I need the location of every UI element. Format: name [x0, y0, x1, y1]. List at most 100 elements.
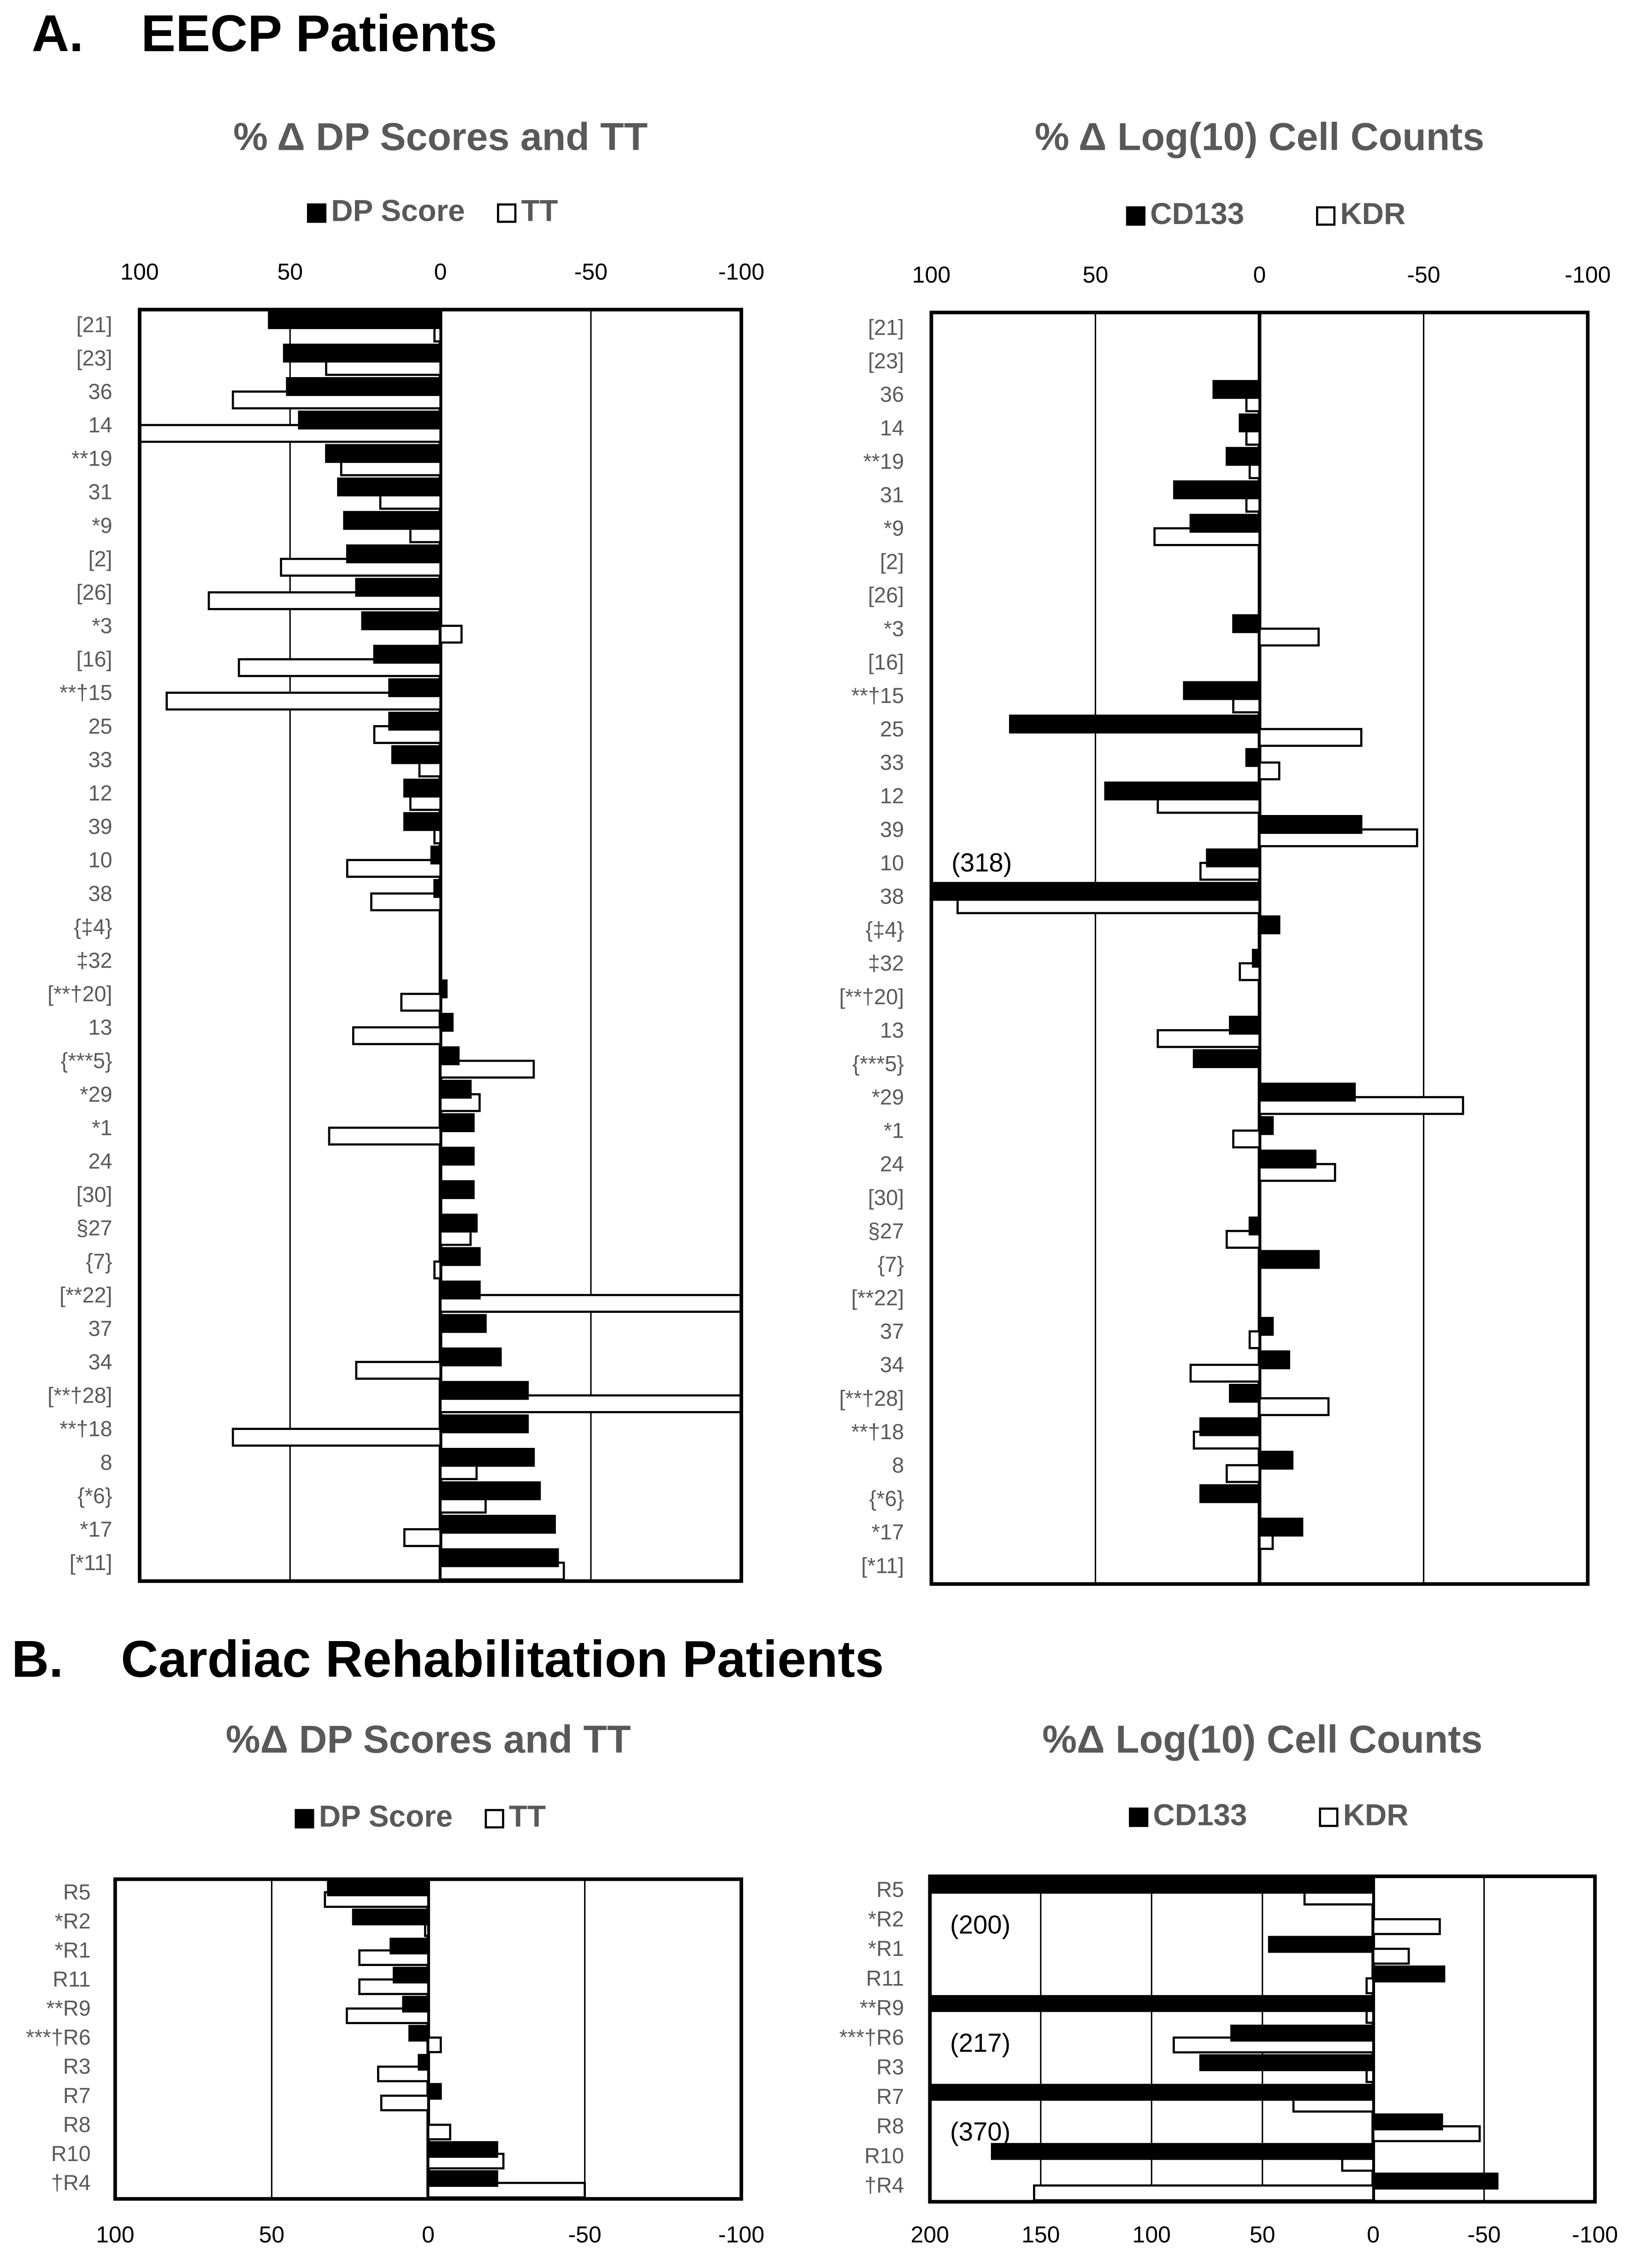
bar: [1372, 1965, 1446, 1983]
category-label: 31: [880, 483, 904, 507]
bar: [1199, 1484, 1261, 1503]
category-label: **19: [71, 447, 112, 471]
bar: [439, 1515, 556, 1534]
bar: [439, 625, 463, 644]
category-label: [30]: [868, 1186, 904, 1210]
bar: [1229, 1383, 1261, 1403]
bar: [439, 1146, 475, 1166]
bar: [1173, 480, 1261, 500]
bar: [286, 377, 442, 396]
bar: [427, 2123, 451, 2141]
category-label: 37: [880, 1319, 904, 1343]
x-tick-label: 50: [277, 259, 303, 285]
bar: [439, 1447, 535, 1467]
bar: [433, 879, 442, 898]
category-label: 33: [88, 748, 112, 772]
category-label: ‡32: [868, 951, 904, 975]
legend-swatch: [307, 203, 327, 223]
bar: [346, 544, 442, 563]
category-label: *9: [884, 516, 904, 540]
category-label: *R2: [55, 1909, 91, 1933]
bar: [1258, 1350, 1290, 1370]
category-label: [26]: [76, 580, 112, 604]
bar: [1268, 1936, 1375, 1953]
bar: [380, 2094, 430, 2112]
legend-swatch: [484, 1809, 504, 1829]
bar: [427, 2170, 498, 2187]
chart-title: %Δ Log(10) Cell Counts: [1042, 1718, 1482, 1761]
bar: [346, 2007, 430, 2024]
bar: [1372, 1948, 1410, 1965]
bar: [439, 1280, 481, 1299]
category-label: *1: [884, 1119, 904, 1143]
category-label: R3: [63, 2055, 91, 2079]
legend-label: DP Score: [331, 194, 465, 228]
category-label: 14: [88, 413, 112, 437]
legend-label: TT: [509, 1800, 546, 1833]
category-label: R8: [63, 2113, 91, 2137]
category-label: §27: [868, 1219, 904, 1243]
panel-label: B.: [12, 1630, 63, 1688]
bar: [439, 1213, 478, 1233]
bar: [930, 1877, 1375, 1894]
bar: [337, 477, 442, 496]
bar: [370, 892, 442, 911]
bar: [1225, 1230, 1261, 1249]
category-label: R5: [63, 1880, 91, 1904]
value-label: (318): [951, 848, 1012, 877]
category-label: [**†20]: [47, 982, 112, 1006]
plot-frame: [138, 307, 744, 1583]
bar: [400, 992, 442, 1012]
category-label: [**†28]: [47, 1383, 112, 1407]
bar: [439, 1046, 460, 1065]
category-label: **19: [863, 449, 904, 473]
bar: [1245, 748, 1261, 767]
x-tick-label: 0: [434, 259, 447, 285]
category-label: 36: [88, 379, 112, 403]
bar: [403, 1528, 442, 1547]
legend-swatch: [1316, 206, 1336, 226]
chart-title: %Δ DP Scores and TT: [226, 1718, 631, 1761]
bar: [427, 2083, 442, 2100]
bar: [1258, 915, 1281, 934]
bar: [403, 812, 442, 831]
bar: [1372, 2113, 1443, 2131]
x-tick-label: -100: [1572, 2221, 1618, 2247]
bar: [1183, 681, 1261, 700]
panel-title: Cardiac Rehabilitation Patients: [121, 1630, 884, 1688]
category-label: {***5}: [852, 1051, 904, 1075]
category-label: *29: [872, 1085, 904, 1109]
category-label: †R4: [51, 2171, 91, 2195]
x-tick-label: 50: [259, 2221, 285, 2247]
category-label: 13: [880, 1018, 904, 1042]
category-label: [*11]: [861, 1553, 904, 1577]
x-tick-label: -50: [1407, 262, 1440, 288]
category-label: **R9: [46, 1996, 90, 2020]
category-label: ***†R6: [26, 2026, 91, 2049]
legend-swatch: [1126, 206, 1145, 226]
bar: [439, 1080, 472, 1099]
bar: [1033, 2184, 1375, 2202]
x-tick-label: 0: [1367, 2221, 1380, 2247]
legend-label: TT: [521, 194, 558, 228]
category-label: 10: [88, 848, 112, 872]
bar: [1258, 1116, 1274, 1135]
bar: [439, 1414, 529, 1434]
plot-frame: [929, 310, 1590, 1586]
panel-label: A.: [32, 4, 83, 62]
category-label: R3: [876, 2055, 904, 2079]
bar: [439, 1293, 742, 1313]
category-label: [2]: [880, 550, 904, 574]
category-label: [2]: [89, 547, 112, 571]
bar: [439, 1247, 481, 1266]
x-tick-label: -100: [718, 2221, 764, 2247]
bar: [352, 1026, 442, 1045]
chart-title: % Δ DP Scores and TT: [233, 115, 648, 158]
category-label: 39: [880, 817, 904, 841]
category-label: 25: [88, 714, 112, 738]
category-label: 37: [88, 1317, 112, 1341]
bar: [439, 979, 448, 998]
bars: [930, 1877, 1499, 2202]
category-label: 14: [880, 416, 904, 440]
x-tick-label: -50: [1468, 2221, 1501, 2247]
